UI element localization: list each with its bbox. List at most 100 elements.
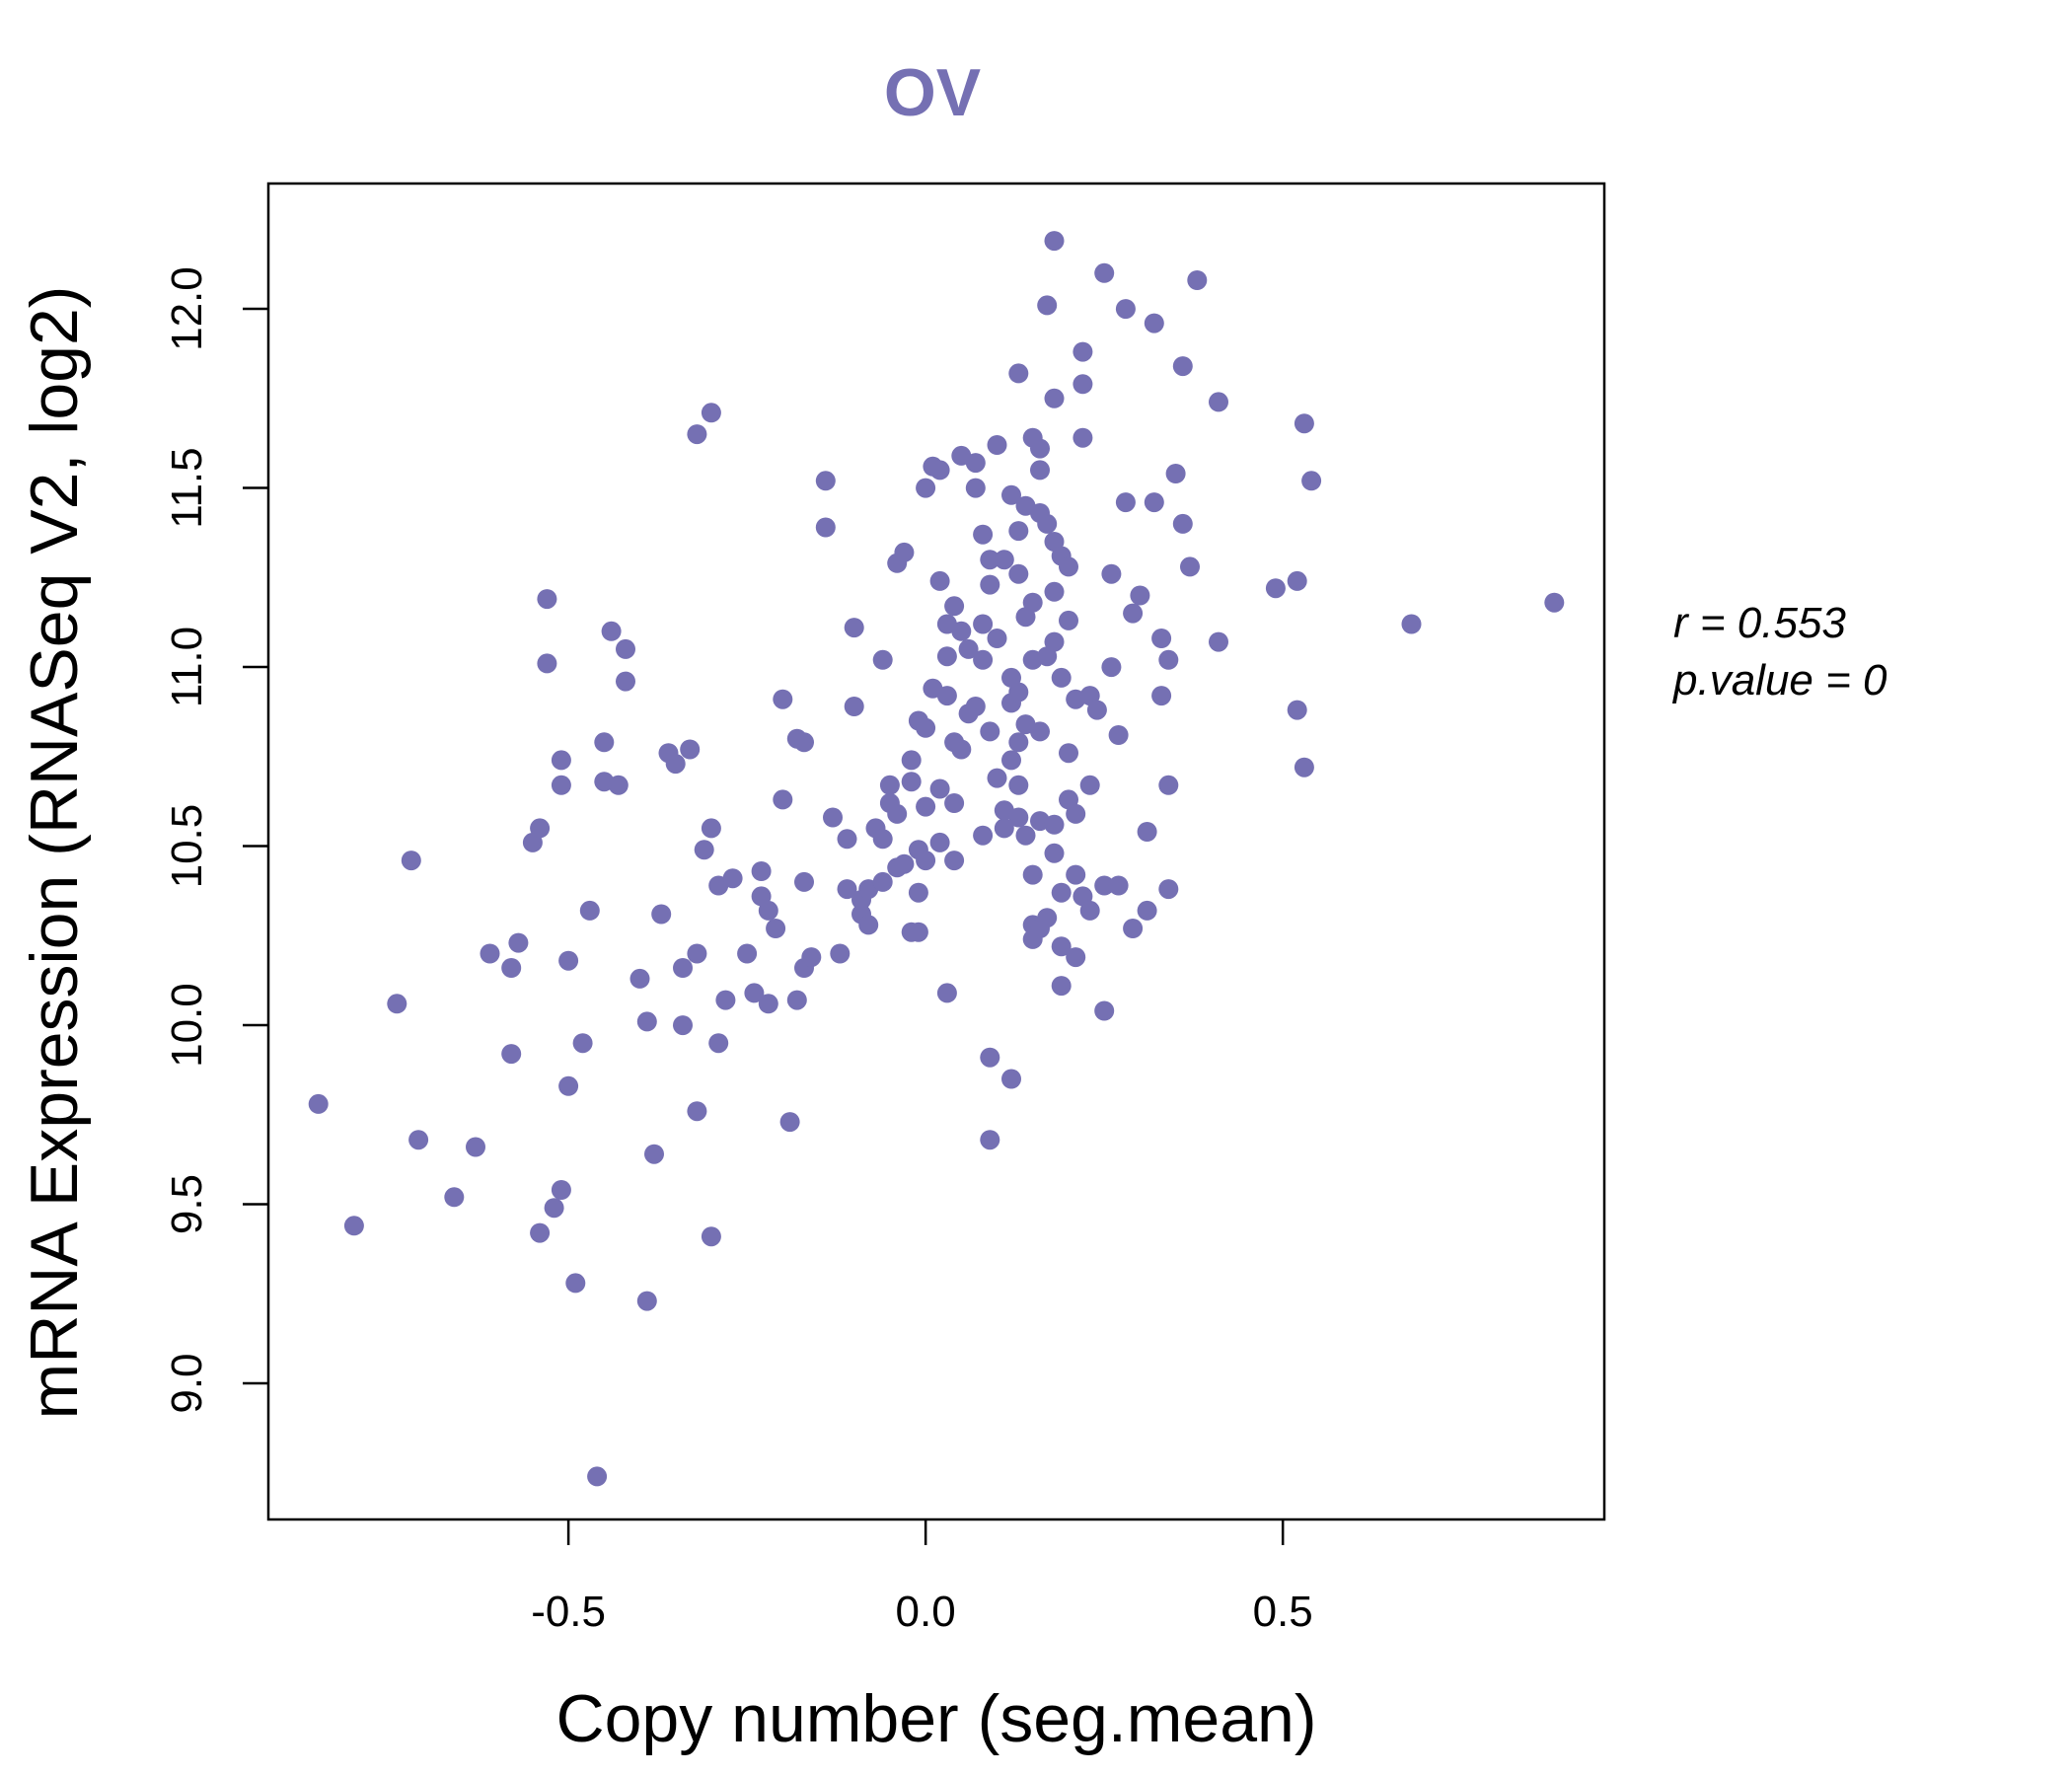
data-point-184	[1059, 556, 1078, 577]
data-point-205	[1108, 725, 1129, 745]
y-tick-label: 10.0	[163, 983, 211, 1068]
data-point-73	[837, 829, 857, 850]
data-point-119	[951, 621, 972, 641]
data-point-148	[1008, 775, 1029, 795]
data-point-213	[1137, 822, 1157, 842]
data-point-128	[973, 614, 994, 634]
data-point-84	[872, 649, 893, 670]
data-point-53	[737, 943, 758, 964]
data-point-229	[1287, 570, 1307, 591]
data-point-66	[794, 732, 814, 753]
data-point-123	[965, 697, 986, 716]
data-point-91	[894, 853, 915, 874]
plot-frame	[266, 182, 1606, 1521]
data-point-10	[508, 932, 529, 953]
data-point-118	[951, 739, 972, 760]
data-point-235	[1544, 592, 1565, 613]
data-point-94	[901, 772, 922, 792]
data-point-57	[758, 900, 778, 921]
p-value-label: p.value = 0	[1671, 656, 1887, 704]
data-point-19	[551, 775, 571, 795]
data-point-190	[1066, 864, 1086, 885]
data-point-22	[565, 1273, 586, 1294]
data-point-70	[815, 517, 836, 538]
data-point-58	[758, 994, 778, 1014]
data-point-232	[1294, 413, 1314, 434]
data-point-20	[558, 1075, 579, 1096]
data-point-8	[501, 958, 522, 978]
data-point-52	[722, 868, 743, 889]
x-axis-label: Copy number (seg.mean)	[555, 1681, 1316, 1756]
data-point-168	[1037, 295, 1058, 316]
data-point-105	[929, 778, 950, 799]
data-point-174	[1044, 581, 1065, 602]
data-point-203	[1101, 563, 1122, 584]
data-point-226	[1209, 392, 1228, 412]
data-point-138	[994, 550, 1014, 570]
data-point-198	[1079, 775, 1100, 795]
data-point-175	[1044, 231, 1065, 252]
x-tick-label: 0.0	[896, 1588, 956, 1636]
data-point-21	[558, 950, 579, 971]
data-point-68	[801, 947, 822, 968]
data-point-51	[715, 990, 736, 1010]
data-point-160	[1022, 592, 1043, 613]
data-point-199	[1086, 700, 1107, 720]
data-point-171	[1037, 513, 1058, 534]
data-point-230	[1287, 700, 1307, 720]
data-point-45	[694, 840, 714, 860]
data-point-121	[958, 638, 979, 659]
y-tick-label: 9.5	[163, 1174, 211, 1234]
y-tick-label: 9.0	[163, 1353, 211, 1413]
data-point-69	[815, 471, 836, 491]
data-point-208	[1115, 492, 1136, 513]
data-point-113	[944, 793, 965, 813]
data-point-44	[687, 424, 707, 445]
y-axis: 9.0 9.5 10.0 10.5 11.0 11.5 12.0	[163, 266, 268, 1414]
data-point-180	[1051, 936, 1072, 957]
data-point-62	[779, 1112, 800, 1133]
data-point-43	[687, 943, 707, 964]
data-point-222	[1172, 356, 1193, 377]
data-point-147	[1008, 807, 1029, 828]
data-point-18	[551, 750, 571, 771]
y-tick-label: 10.5	[163, 804, 211, 889]
data-point-16	[544, 1198, 564, 1219]
data-point-215	[1144, 492, 1164, 513]
data-point-15	[537, 653, 557, 674]
data-point-102	[916, 796, 936, 817]
data-point-145	[1008, 363, 1029, 384]
data-point-31	[616, 671, 635, 692]
data-point-29	[608, 775, 629, 795]
data-point-228	[1265, 578, 1286, 599]
x-tick-label: -0.5	[531, 1588, 606, 1636]
data-point-133	[980, 1130, 1000, 1150]
data-point-221	[1165, 464, 1186, 483]
data-point-112	[936, 646, 957, 667]
data-point-159	[1022, 864, 1043, 885]
data-point-56	[751, 861, 772, 881]
data-point-36	[651, 904, 672, 925]
data-point-124	[965, 478, 986, 498]
data-point-217	[1151, 686, 1172, 706]
data-point-204	[1101, 657, 1122, 678]
data-point-76	[844, 618, 864, 638]
data-point-60	[773, 689, 793, 709]
data-point-6	[466, 1137, 485, 1157]
data-point-72	[830, 943, 851, 964]
data-point-202	[1094, 875, 1115, 896]
y-tick-label: 12.0	[163, 266, 211, 351]
data-point-209	[1123, 603, 1144, 624]
data-point-71	[823, 807, 843, 828]
data-point-108	[929, 460, 950, 481]
data-point-114	[944, 596, 965, 617]
data-point-162	[1030, 438, 1050, 459]
data-point-194	[1073, 427, 1093, 448]
data-point-88	[887, 803, 908, 824]
data-point-141	[1001, 1069, 1021, 1089]
data-point-35	[644, 1144, 664, 1164]
data-point-206	[1108, 875, 1129, 896]
data-point-107	[929, 570, 950, 591]
data-point-150	[1008, 732, 1029, 753]
data-point-48	[701, 403, 721, 423]
